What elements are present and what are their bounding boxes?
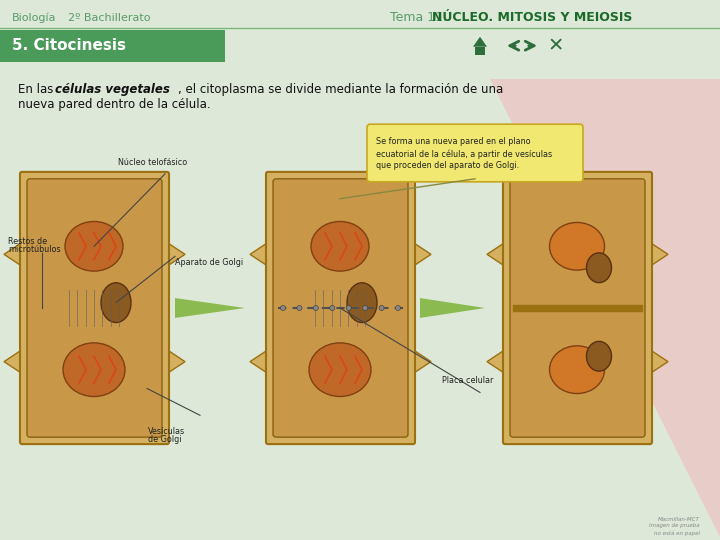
Text: NÚCLEO. MITOSIS Y MEIOSIS: NÚCLEO. MITOSIS Y MEIOSIS [432, 11, 632, 24]
Ellipse shape [309, 343, 371, 396]
FancyBboxPatch shape [20, 172, 169, 444]
Circle shape [363, 306, 368, 310]
Ellipse shape [549, 222, 605, 270]
Text: 2º Bachillerato: 2º Bachillerato [68, 13, 150, 23]
Text: Biología: Biología [12, 12, 56, 23]
Text: que proceden del aparato de Golgi.: que proceden del aparato de Golgi. [376, 161, 519, 170]
Ellipse shape [63, 343, 125, 396]
Text: 5. Citocinesis: 5. Citocinesis [12, 38, 126, 53]
Ellipse shape [101, 283, 131, 322]
Circle shape [297, 306, 302, 310]
Polygon shape [487, 350, 505, 374]
FancyBboxPatch shape [266, 172, 415, 444]
Polygon shape [250, 350, 268, 374]
Polygon shape [650, 350, 668, 374]
Text: Tema 11.: Tema 11. [390, 11, 451, 24]
Circle shape [330, 306, 335, 310]
Text: células vegetales: células vegetales [55, 84, 170, 97]
Ellipse shape [311, 221, 369, 271]
FancyBboxPatch shape [510, 179, 645, 437]
Polygon shape [413, 242, 431, 266]
Polygon shape [650, 242, 668, 266]
Text: Aparato de Golgi: Aparato de Golgi [175, 258, 243, 267]
Circle shape [281, 306, 286, 310]
Ellipse shape [587, 253, 611, 282]
Text: Vesículas: Vesículas [148, 427, 185, 436]
Text: En las: En las [18, 84, 57, 97]
Text: Restos de: Restos de [8, 238, 47, 246]
FancyBboxPatch shape [273, 179, 408, 437]
Text: microtúbulos: microtúbulos [8, 245, 60, 254]
FancyBboxPatch shape [475, 46, 485, 55]
FancyBboxPatch shape [27, 179, 162, 437]
Polygon shape [487, 242, 505, 266]
Ellipse shape [549, 346, 605, 394]
Polygon shape [4, 350, 22, 374]
Text: , el citoplasma se divide mediante la formación de una: , el citoplasma se divide mediante la fo… [178, 84, 503, 97]
Ellipse shape [65, 221, 123, 271]
Polygon shape [167, 350, 185, 374]
Ellipse shape [347, 283, 377, 322]
Text: de Golgi: de Golgi [148, 435, 181, 444]
Polygon shape [175, 298, 245, 318]
FancyBboxPatch shape [367, 124, 583, 182]
Text: nueva pared dentro de la célula.: nueva pared dentro de la célula. [18, 98, 211, 111]
Text: Placa celular: Placa celular [442, 376, 493, 386]
Polygon shape [4, 242, 22, 266]
Polygon shape [473, 37, 487, 46]
Ellipse shape [587, 341, 611, 371]
Text: Núcleo telofásico: Núcleo telofásico [118, 158, 187, 167]
Polygon shape [490, 79, 720, 537]
Circle shape [379, 306, 384, 310]
FancyBboxPatch shape [0, 30, 225, 62]
Polygon shape [420, 298, 485, 318]
Circle shape [395, 306, 400, 310]
Polygon shape [167, 242, 185, 266]
Text: ✕: ✕ [548, 36, 564, 55]
FancyBboxPatch shape [503, 172, 652, 444]
Polygon shape [413, 350, 431, 374]
Circle shape [313, 306, 318, 310]
Text: Se forma una nueva pared en el plano: Se forma una nueva pared en el plano [376, 137, 531, 146]
Circle shape [346, 306, 351, 310]
Polygon shape [250, 242, 268, 266]
Text: ecuatorial de la célula, a partir de vesículas: ecuatorial de la célula, a partir de ves… [376, 149, 552, 159]
Text: Macmillan-MCT
Imagen de prueba
no está en papel: Macmillan-MCT Imagen de prueba no está e… [649, 517, 700, 536]
